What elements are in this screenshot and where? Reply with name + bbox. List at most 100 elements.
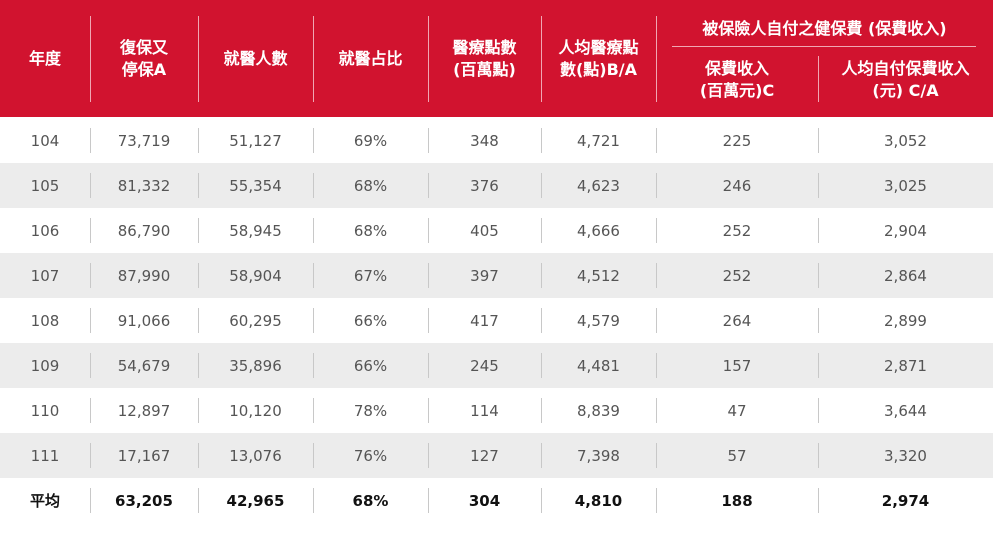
cell-per-capita-points: 7,398: [577, 446, 620, 465]
cell-points: 245: [470, 356, 499, 375]
cell-year: 109: [30, 356, 60, 375]
column-divider: [541, 353, 542, 378]
cell-points: 127: [470, 446, 499, 465]
column-divider: [656, 128, 657, 153]
cell-year: 111: [30, 446, 60, 465]
header-per-capita-points: 人均醫療點 數(點)B/A: [558, 37, 639, 79]
header-group-title: 被保險人自付之健保費 (保費收入): [702, 19, 947, 38]
column-divider: [428, 398, 429, 423]
cell-ratio: 78%: [353, 401, 388, 420]
cell-visits: 58,945: [229, 221, 282, 240]
cell-premium: 246: [722, 176, 752, 195]
column-divider: [541, 398, 542, 423]
cell-points: 405: [470, 221, 499, 240]
column-divider: [313, 398, 314, 423]
column-divider: [656, 488, 657, 513]
cell-visits: 51,127: [229, 131, 282, 150]
cell-points: 348: [470, 131, 499, 150]
cell-points: 304: [468, 491, 501, 510]
cell-visits: 35,896: [229, 356, 282, 375]
column-divider: [313, 263, 314, 288]
cell-premium: 252: [722, 221, 752, 240]
column-divider: [541, 128, 542, 153]
column-divider: [541, 218, 542, 243]
header-divider: [90, 16, 91, 102]
header-divider: [818, 56, 819, 102]
column-divider: [818, 218, 819, 243]
cell-premium: 47: [727, 401, 747, 420]
column-divider: [541, 443, 542, 468]
header-divider: [541, 16, 542, 102]
cell-premium: 225: [722, 131, 752, 150]
header-visits: 就醫人數: [223, 48, 288, 68]
cell-per-capita-premium: 2,974: [881, 491, 930, 510]
column-divider: [198, 398, 199, 423]
column-divider: [428, 308, 429, 333]
cell-year: 平均: [29, 492, 60, 510]
cell-suspend: 86,790: [117, 221, 171, 240]
cell-visits: 10,120: [229, 401, 282, 420]
column-divider: [656, 398, 657, 423]
cell-suspend: 17,167: [117, 446, 171, 465]
cell-ratio: 68%: [352, 491, 389, 510]
cell-per-capita-premium: 2,904: [884, 221, 927, 240]
cell-per-capita-premium: 2,864: [884, 266, 927, 285]
cell-visits: 42,965: [226, 491, 285, 510]
column-divider: [818, 173, 819, 198]
cell-per-capita-points: 4,579: [577, 311, 620, 330]
cell-per-capita-premium: 2,899: [884, 311, 927, 330]
column-divider: [198, 488, 199, 513]
cell-visits: 55,354: [229, 176, 282, 195]
header-premium: 保費收入 (百萬元)C: [699, 59, 775, 100]
cell-premium: 264: [722, 311, 752, 330]
column-divider: [313, 488, 314, 513]
column-divider: [198, 128, 199, 153]
column-divider: [428, 128, 429, 153]
cell-ratio: 68%: [353, 221, 388, 240]
header-divider: [313, 16, 314, 102]
column-divider: [428, 443, 429, 468]
column-divider: [90, 128, 91, 153]
cell-points: 114: [470, 401, 499, 420]
column-divider: [198, 308, 199, 333]
column-divider: [90, 353, 91, 378]
column-divider: [313, 353, 314, 378]
cell-points: 376: [470, 176, 499, 195]
column-divider: [313, 308, 314, 333]
header-per-capita-premium: 人均自付保費收入 (元) C/A: [841, 59, 970, 100]
cell-per-capita-premium: 3,052: [884, 131, 927, 150]
cell-year: 110: [30, 401, 60, 420]
column-divider: [428, 173, 429, 198]
cell-suspend: 91,066: [117, 311, 171, 330]
cell-points: 397: [470, 266, 499, 285]
cell-per-capita-points: 4,666: [577, 221, 620, 240]
header-suspend: 復保又 停保A: [119, 37, 168, 79]
column-divider: [818, 353, 819, 378]
column-divider: [428, 488, 429, 513]
table-header: 年度 復保又 停保A 就醫人數 就醫占比 醫療點數 (百萬點) 人均醫療點 數(…: [0, 0, 993, 117]
column-divider: [90, 173, 91, 198]
cell-ratio: 76%: [353, 446, 388, 465]
cell-per-capita-points: 4,512: [577, 266, 620, 285]
header-divider: [198, 16, 199, 102]
column-divider: [656, 263, 657, 288]
header-ratio: 就醫占比: [338, 48, 403, 68]
cell-year: 104: [30, 131, 60, 150]
column-divider: [90, 308, 91, 333]
cell-suspend: 54,679: [117, 356, 171, 375]
cell-per-capita-points: 4,721: [577, 131, 620, 150]
header-year: 年度: [28, 48, 61, 68]
column-divider: [428, 218, 429, 243]
table-row: 110 12,897 10,120 78% 114 8,839 47 3,644: [0, 388, 993, 433]
cell-premium: 252: [722, 266, 752, 285]
column-divider: [541, 308, 542, 333]
cell-visits: 58,904: [229, 266, 282, 285]
cell-per-capita-premium: 2,871: [884, 356, 927, 375]
column-divider: [656, 218, 657, 243]
column-divider: [198, 353, 199, 378]
column-divider: [541, 173, 542, 198]
cell-year: 106: [30, 221, 60, 240]
header-divider: [656, 16, 657, 102]
header-points: 醫療點數 (百萬點): [452, 37, 517, 79]
column-divider: [656, 353, 657, 378]
